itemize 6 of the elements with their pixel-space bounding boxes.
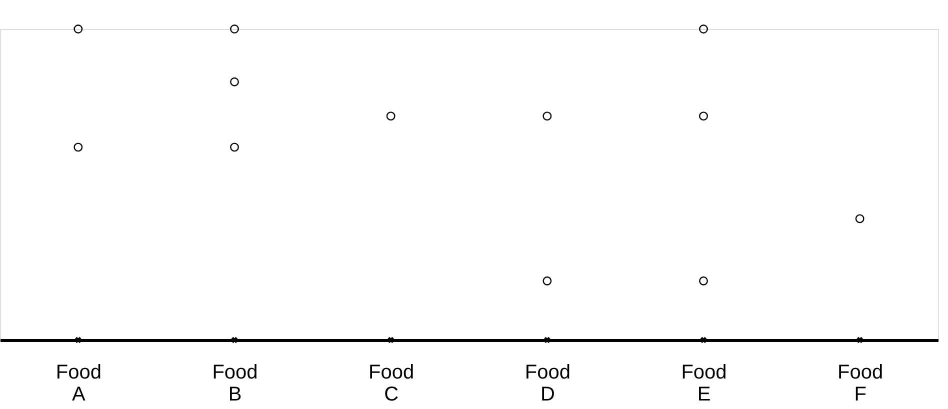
x-tick-label: Food F <box>838 362 884 406</box>
x-tick-label: Food B <box>212 362 258 406</box>
x-tick-label: Food C <box>368 362 414 406</box>
x-tick-label: Food A <box>56 362 102 406</box>
x-tick-label: Food D <box>524 362 570 406</box>
x-tick-label: Food E <box>681 362 727 406</box>
